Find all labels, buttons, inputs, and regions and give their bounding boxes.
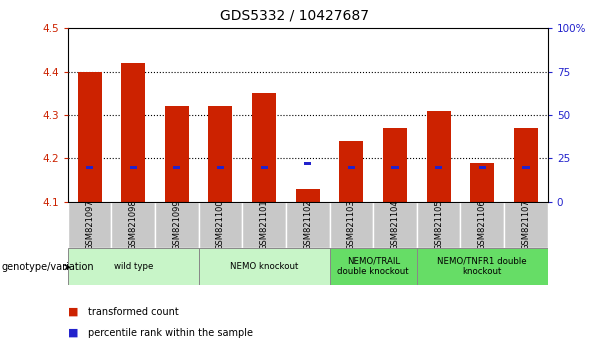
Bar (68, 248, 198, 285)
FancyArrowPatch shape (65, 265, 70, 269)
Bar (426, 111, 451, 202)
Bar (242, 202, 286, 248)
Text: GSM821099: GSM821099 (173, 199, 181, 250)
Text: GSM821107: GSM821107 (521, 199, 531, 250)
Bar (286, 202, 330, 248)
Bar (86, 166, 93, 169)
Bar (121, 63, 145, 202)
Bar (165, 106, 189, 202)
Bar (373, 202, 417, 248)
Bar (504, 202, 548, 248)
Bar (130, 166, 137, 169)
Text: NEMO/TNFR1 double
knockout: NEMO/TNFR1 double knockout (438, 257, 527, 276)
Bar (217, 166, 224, 169)
Bar (417, 248, 548, 285)
Bar (198, 248, 330, 285)
Text: GSM821102: GSM821102 (303, 199, 312, 250)
Text: GSM821106: GSM821106 (478, 199, 487, 250)
Bar (155, 202, 198, 248)
Text: transformed count: transformed count (88, 307, 179, 316)
Text: GSM821097: GSM821097 (85, 199, 94, 250)
Text: GSM821098: GSM821098 (128, 199, 138, 250)
Bar (348, 166, 355, 169)
Bar (260, 166, 268, 169)
Text: genotype/variation: genotype/variation (1, 262, 94, 272)
Bar (111, 202, 155, 248)
Text: GDS5332 / 10427687: GDS5332 / 10427687 (220, 9, 369, 23)
Bar (209, 106, 233, 202)
Bar (522, 166, 530, 169)
Text: GSM821105: GSM821105 (434, 199, 443, 250)
Bar (330, 248, 417, 285)
Text: NEMO knockout: NEMO knockout (230, 262, 298, 271)
Bar (479, 166, 486, 169)
Bar (330, 202, 373, 248)
Text: GSM821100: GSM821100 (216, 199, 225, 250)
Bar (339, 141, 363, 202)
Bar (470, 163, 494, 202)
Bar (435, 166, 442, 169)
Bar (296, 189, 320, 202)
Bar (173, 166, 180, 169)
Bar (383, 128, 407, 202)
Text: ■: ■ (68, 307, 78, 316)
Text: percentile rank within the sample: percentile rank within the sample (88, 328, 253, 338)
Text: wild type: wild type (114, 262, 153, 271)
Text: GSM821101: GSM821101 (260, 199, 269, 250)
Bar (252, 93, 276, 202)
Bar (461, 202, 504, 248)
Bar (514, 128, 538, 202)
Bar (392, 166, 399, 169)
Bar (198, 202, 242, 248)
Text: NEMO/TRAIL
double knockout: NEMO/TRAIL double knockout (337, 257, 409, 276)
Text: GSM821103: GSM821103 (347, 199, 356, 250)
Bar (78, 72, 101, 202)
Bar (417, 202, 461, 248)
Text: ■: ■ (68, 328, 78, 338)
Bar (68, 202, 111, 248)
Bar (304, 162, 312, 165)
Text: GSM821104: GSM821104 (391, 199, 399, 250)
